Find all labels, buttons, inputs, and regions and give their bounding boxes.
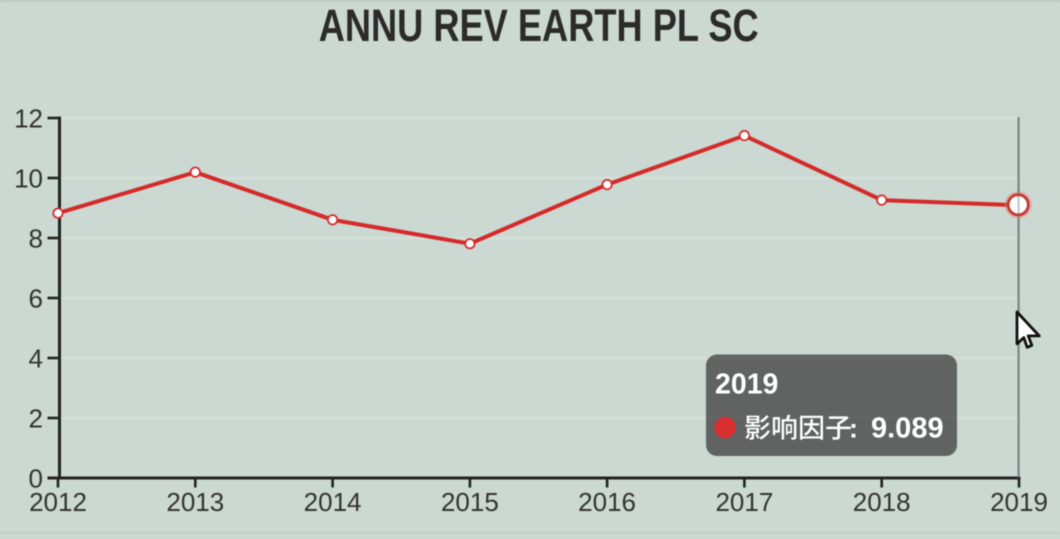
svg-text:2: 2 — [29, 403, 43, 433]
svg-text:8: 8 — [29, 223, 43, 253]
svg-text:2018: 2018 — [853, 487, 911, 517]
svg-text:ANNU REV EARTH PL SC: ANNU REV EARTH PL SC — [319, 0, 759, 51]
svg-text:10: 10 — [14, 163, 43, 193]
svg-text:2019: 2019 — [990, 487, 1048, 517]
svg-text:2019: 2019 — [715, 369, 778, 401]
svg-text:2015: 2015 — [441, 487, 499, 517]
svg-text:9.089: 9.089 — [871, 413, 944, 445]
svg-text:0: 0 — [29, 463, 43, 493]
svg-text:2014: 2014 — [304, 487, 362, 517]
svg-text:6: 6 — [29, 283, 43, 313]
svg-text:4: 4 — [29, 343, 43, 373]
svg-text:2012: 2012 — [29, 487, 87, 517]
svg-text:2013: 2013 — [166, 487, 224, 517]
svg-text:2016: 2016 — [578, 487, 636, 517]
svg-text:2017: 2017 — [715, 487, 773, 517]
svg-text:12: 12 — [14, 103, 43, 133]
svg-text::: : — [849, 414, 858, 444]
